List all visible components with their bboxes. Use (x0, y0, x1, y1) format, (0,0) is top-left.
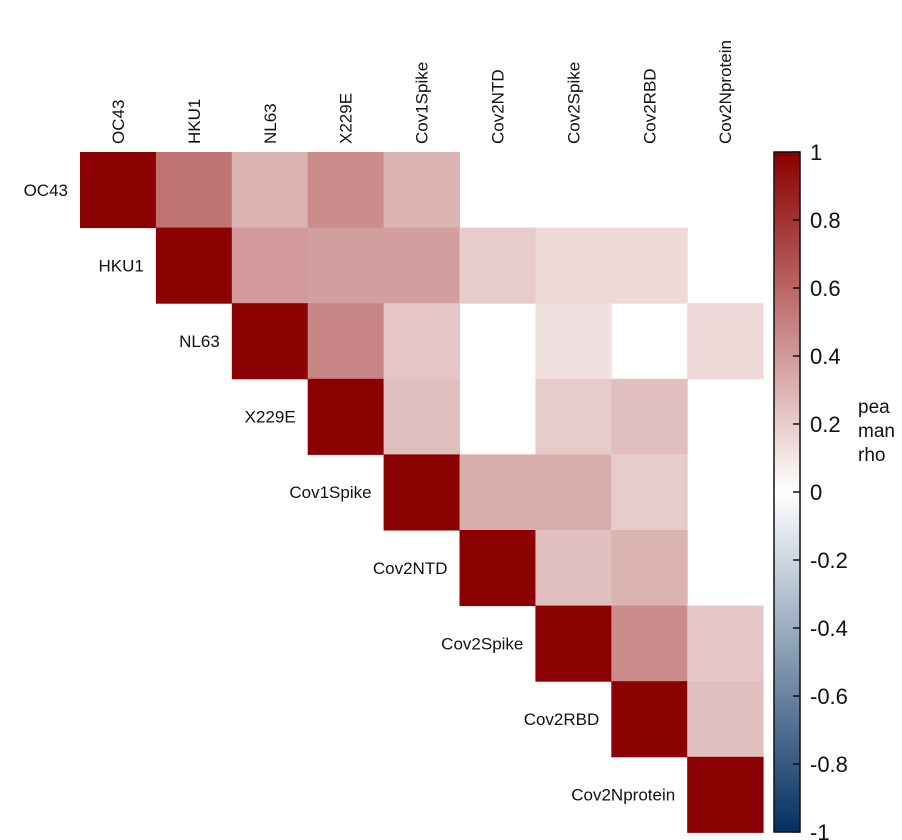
row-labels: OC43 HKU1 NL63 X229E Cov1Spike Cov2NTD Cov2Spi… (24, 181, 676, 805)
row-label-x229e: X229E (245, 408, 296, 427)
legend-tick-label: -0.2 (810, 548, 848, 573)
cell-oc43-cov1spike (383, 152, 460, 229)
cell-cov2ntd-cov2ntd (459, 530, 536, 607)
cell-oc43-oc43 (80, 152, 157, 229)
cell-x229e-x229e (307, 378, 385, 455)
row-label-cov2ntd: Cov2NTD (373, 559, 448, 578)
row-label-oc43: OC43 (24, 181, 68, 200)
cell-hku1-cov1spike (383, 227, 460, 304)
legend-ticks: 1 0.8 0.6 0.4 0.2 0 -0.2 -0.4 -0.6 -0.8 -1 (793, 140, 848, 840)
heatmap-cells (80, 152, 764, 833)
column-label-hku1: HKU1 (185, 99, 204, 144)
legend-tick-label: 0.8 (810, 208, 841, 233)
column-label-x229e: X229E (337, 93, 356, 144)
column-label-cov2spike: Cov2Spike (564, 62, 583, 144)
cell-hku1-x229e (307, 227, 385, 304)
cell-x229e-cov1spike (383, 378, 460, 455)
cell-cov1spike-cov2rbd (611, 454, 688, 531)
cell-nl63-cov2spike (535, 303, 612, 380)
cell-hku1-cov2rbd (611, 227, 688, 304)
row-label-cov1spike: Cov1Spike (289, 483, 371, 502)
cell-x229e-cov2rbd (611, 378, 688, 455)
cell-nl63-x229e (307, 303, 385, 380)
cell-hku1-hku1 (155, 227, 233, 304)
cell-hku1-nl63 (231, 227, 309, 304)
cell-oc43-nl63 (231, 152, 309, 229)
cell-cov2rbd-cov2rbd (611, 681, 688, 758)
column-label-oc43: OC43 (109, 100, 128, 144)
row-label-nl63: NL63 (179, 332, 220, 351)
cell-oc43-x229e (307, 152, 385, 229)
legend-title: pea man rho (858, 397, 895, 466)
cell-cov2spike-cov2rbd (611, 605, 688, 682)
cell-cov2spike-cov2spike (535, 605, 612, 682)
row-label-cov2nprotein: Cov2Nprotein (571, 786, 675, 805)
cell-nl63-nl63 (231, 303, 309, 380)
row-label-hku1: HKU1 (99, 256, 144, 275)
legend-tick-label: 0.6 (810, 276, 841, 301)
cell-cov2nprotein-cov2nprotein (687, 756, 764, 833)
legend-tick-label: -0.8 (810, 752, 848, 777)
cell-hku1-cov2ntd (459, 227, 536, 304)
legend-tick-label: -0.6 (810, 684, 848, 709)
legend-tick-label: 0.2 (810, 412, 841, 437)
cell-oc43-hku1 (155, 152, 233, 229)
cell-cov1spike-cov2spike (535, 454, 612, 531)
column-labels: OC43 HKU1 NL63 X229E Cov1Spike Cov2NTD Cov2Spi… (109, 40, 735, 144)
legend-tick-label: 0 (810, 480, 822, 505)
column-label-cov2rbd: Cov2RBD (640, 68, 659, 144)
legend-tick-label: 0.4 (810, 344, 841, 369)
cell-nl63-cov2nprotein (687, 303, 764, 380)
cell-cov2ntd-cov2rbd (611, 530, 688, 607)
cell-cov1spike-cov1spike (383, 454, 460, 531)
legend-tick-label: -0.4 (810, 616, 848, 641)
column-label-nl63: NL63 (261, 103, 280, 144)
legend-title-fragment: man (858, 421, 895, 442)
legend-tick-label: -1 (810, 820, 830, 840)
column-label-cov2nprotein: Cov2Nprotein (716, 40, 735, 144)
cell-cov2rbd-cov2nprotein (687, 681, 764, 758)
column-label-cov2ntd: Cov2NTD (488, 69, 507, 144)
cell-cov2spike-cov2nprotein (687, 605, 764, 682)
cell-nl63-cov1spike (383, 303, 460, 380)
legend-title-fragment: rho (858, 445, 885, 466)
cell-x229e-cov2spike (535, 378, 612, 455)
cell-cov1spike-cov2ntd (459, 454, 536, 531)
row-label-cov2spike: Cov2Spike (441, 634, 523, 653)
color-legend: pea man rho 1 0.8 0.6 0.4 0.2 0 -0.2 -0.4 -0.6 -0.8… (773, 140, 895, 840)
row-label-cov2rbd: Cov2RBD (524, 710, 600, 729)
cell-cov2ntd-cov2spike (535, 530, 612, 607)
legend-title-fragment: pea (858, 397, 890, 418)
legend-tick-label: 1 (810, 140, 822, 165)
column-label-cov1spike: Cov1Spike (413, 62, 432, 144)
cell-hku1-cov2spike (535, 227, 612, 304)
